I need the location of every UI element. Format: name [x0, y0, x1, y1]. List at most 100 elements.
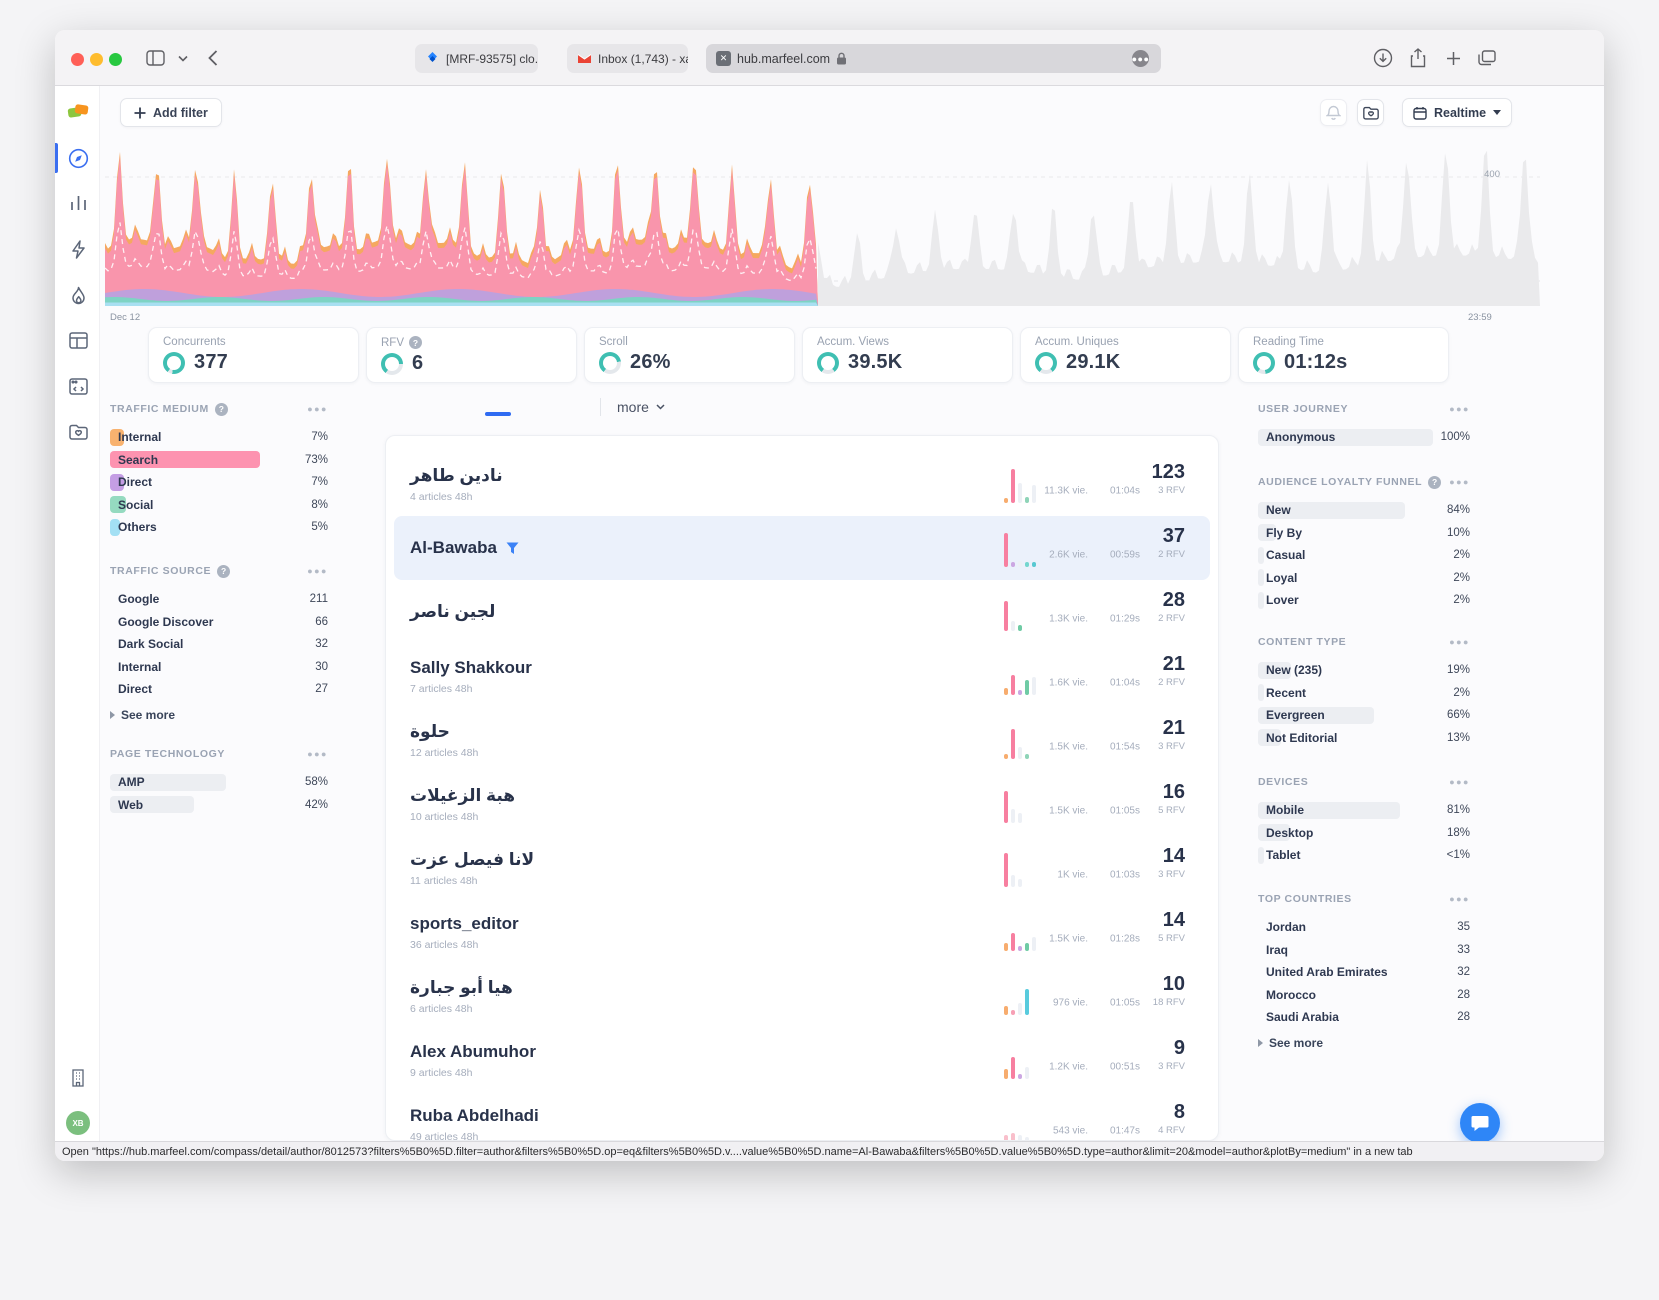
chevron-down-icon[interactable] [171, 46, 195, 70]
page-tech-row[interactable]: AMP 58% [110, 771, 328, 794]
author-row[interactable]: Sally Shakkour 7 articles 48h 1.6K vie. … [394, 644, 1210, 708]
minimize-window-button[interactable] [90, 53, 103, 66]
notifications-button[interactable] [1320, 99, 1347, 126]
section-menu-icon[interactable]: ●●● [307, 404, 328, 414]
device-row[interactable]: Mobile 81% [1258, 799, 1470, 822]
author-row[interactable]: هيا أبو جبارة 6 articles 48h 976 vie. 01… [394, 964, 1210, 1028]
traffic-source-row[interactable]: Direct 27 [110, 678, 328, 701]
loyalty-row[interactable]: Casual 2% [1258, 544, 1470, 567]
downloads-icon[interactable] [1371, 46, 1395, 70]
organization-icon[interactable] [63, 1063, 93, 1093]
nav-layout-icon[interactable] [63, 325, 93, 355]
content-type-row[interactable]: New (235) 19% [1258, 659, 1470, 682]
address-bar[interactable]: ✕ hub.marfeel.com ●●● [706, 44, 1161, 73]
author-row[interactable]: sports_editor 36 articles 48h 1.5K vie. … [394, 900, 1210, 964]
help-icon[interactable]: ? [1428, 475, 1442, 489]
section-menu-icon[interactable]: ●●● [1449, 777, 1470, 787]
author-row[interactable]: Al-Bawaba 2.6K vie. 00:59s 37 2 RFV [394, 516, 1210, 580]
content-type-row[interactable]: Recent 2% [1258, 682, 1470, 705]
back-button[interactable] [201, 46, 225, 70]
country-row[interactable]: Saudi Arabia 28 [1266, 1010, 1470, 1025]
section-menu-icon[interactable]: ●●● [307, 566, 328, 576]
author-row[interactable]: لانا فيصل عزت 11 articles 48h 1K vie. 01… [394, 836, 1210, 900]
loyalty-row[interactable]: Fly By 10% [1258, 522, 1470, 545]
section-menu-icon[interactable]: ●●● [1449, 477, 1470, 487]
traffic-medium-row[interactable]: Social 8% [110, 494, 328, 517]
section-menu-icon[interactable]: ●●● [1449, 894, 1470, 904]
sidebar-toggle-icon[interactable] [143, 46, 167, 70]
device-row[interactable]: Desktop 18% [1258, 822, 1470, 845]
traffic-source-row[interactable]: Google 211 [110, 588, 328, 611]
author-row[interactable]: لجين ناصر 1.3K vie. 01:29s 28 2 RFV [394, 580, 1210, 644]
author-row[interactable]: Alex Abumuhor 9 articles 48h 1.2K vie. 0… [394, 1028, 1210, 1092]
traffic-medium-row[interactable]: Search 73% [110, 449, 328, 472]
close-window-button[interactable] [71, 53, 84, 66]
content-type-row[interactable]: Evergreen 66% [1258, 704, 1470, 727]
share-icon[interactable] [1406, 46, 1430, 70]
see-more-sources[interactable]: See more [110, 708, 328, 722]
country-row[interactable]: Iraq 33 [1266, 942, 1470, 957]
author-row[interactable]: هبة الزغيلات 10 articles 48h 1.5K vie. 0… [394, 772, 1210, 836]
traffic-medium-row[interactable]: Direct 7% [110, 471, 328, 494]
nav-trending-icon[interactable] [63, 280, 93, 310]
author-read-time: 01:54s [1109, 741, 1140, 753]
nav-collections-icon[interactable] [63, 417, 93, 447]
tab-overview-icon[interactable] [1475, 46, 1499, 70]
kpi-card[interactable]: Reading Time? 01:12s [1238, 327, 1449, 383]
browser-tab-jira[interactable]: [MRF-93575] clo... [415, 44, 538, 73]
nav-console-icon[interactable] [63, 371, 93, 401]
country-row[interactable]: Jordan 35 [1266, 920, 1470, 935]
author-name: حلوة [410, 721, 450, 741]
author-row[interactable]: حلوة 12 articles 48h 1.5K vie. 01:54s 21… [394, 708, 1210, 772]
section-menu-icon[interactable]: ●●● [1449, 404, 1470, 414]
author-row[interactable]: نادين طاهر 4 articles 48h 11.3K vie. 01:… [394, 452, 1210, 516]
kpi-card[interactable]: Accum. Uniques? 29.1K [1020, 327, 1231, 383]
page-tech-row[interactable]: Web 42% [110, 794, 328, 817]
loyalty-row[interactable]: New 84% [1258, 499, 1470, 522]
kpi-card[interactable]: Scroll? 26% [584, 327, 795, 383]
kpi-card[interactable]: RFV? 6 [366, 327, 577, 383]
section-menu-icon[interactable]: ●●● [1449, 637, 1470, 647]
marfeel-logo[interactable] [63, 97, 93, 127]
help-icon[interactable]: ? [214, 402, 228, 416]
traffic-medium-row[interactable]: Others 5% [110, 516, 328, 539]
help-icon[interactable]: ? [217, 564, 231, 578]
traffic-source-row[interactable]: Internal 30 [110, 656, 328, 679]
support-chat-button[interactable] [1460, 1103, 1500, 1143]
see-more-countries[interactable]: See more [1258, 1036, 1470, 1050]
nav-boost-icon[interactable] [63, 234, 93, 264]
author-mini-chart [1004, 529, 1036, 567]
traffic-source-row[interactable]: Google Discover 66 [110, 611, 328, 634]
user-avatar[interactable]: XB [63, 1108, 93, 1138]
realtime-traffic-chart[interactable] [105, 140, 1540, 312]
user-journey-row[interactable]: Anonymous 100% [1258, 426, 1470, 449]
help-icon[interactable]: ? [409, 336, 422, 349]
country-row[interactable]: United Arab Emirates 32 [1266, 965, 1470, 980]
device-row[interactable]: Tablet <1% [1258, 844, 1470, 867]
medium-label: Search [118, 452, 159, 467]
section-menu-icon[interactable]: ●●● [307, 749, 328, 759]
saved-views-button[interactable] [1357, 99, 1384, 126]
page-actions-icon[interactable]: ●●● [1132, 50, 1149, 67]
filter-icon[interactable] [506, 542, 519, 555]
author-row[interactable]: Ruba Abdelhadi 49 articles 48h 543 vie. … [394, 1092, 1210, 1140]
browser-tab-gmail[interactable]: Inbox (1,743) - xa... [567, 44, 688, 73]
jira-icon [425, 51, 440, 66]
nav-compass-icon[interactable] [63, 143, 93, 173]
loyalty-row[interactable]: Loyal 2% [1258, 567, 1470, 590]
nav-analytics-icon[interactable] [63, 188, 93, 218]
add-filter-button[interactable]: Add filter [120, 98, 222, 127]
kpi-card[interactable]: Concurrents? 377 [148, 327, 359, 383]
traffic-medium-row[interactable]: Internal 7% [110, 426, 328, 449]
content-type-row[interactable]: Not Editorial 13% [1258, 727, 1470, 750]
country-row[interactable]: Morocco 28 [1266, 987, 1470, 1002]
zoom-window-button[interactable] [109, 53, 122, 66]
kpi-card[interactable]: Accum. Views? 39.5K [802, 327, 1013, 383]
new-tab-icon[interactable] [1441, 46, 1465, 70]
traffic-source-row[interactable]: Dark Social 32 [110, 633, 328, 656]
realtime-selector[interactable]: Realtime [1402, 98, 1513, 127]
more-tab[interactable]: more [609, 399, 673, 415]
author-views: 1.5K vie. [1049, 933, 1088, 945]
loyalty-row[interactable]: Lover 2% [1258, 589, 1470, 612]
author-views: 1K vie. [1057, 869, 1088, 881]
